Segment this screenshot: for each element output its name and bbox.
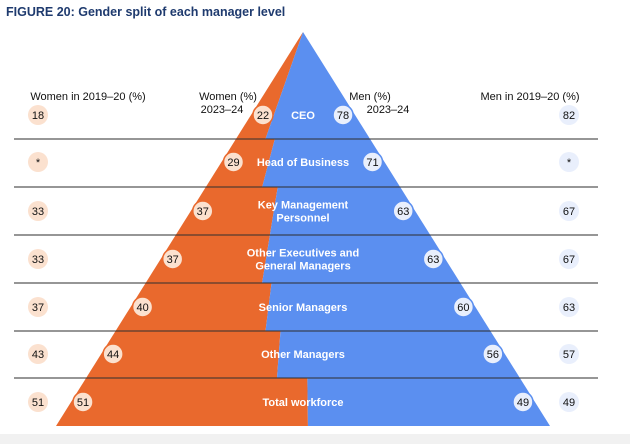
men-segment-6 bbox=[307, 378, 550, 426]
men-2019-value-0: 82 bbox=[563, 110, 575, 122]
men-2019-badge-6 bbox=[559, 392, 579, 412]
men-2023-value-0: 78 bbox=[337, 110, 349, 122]
category-label-1-0: Head of Business bbox=[257, 157, 349, 169]
women-segment-6 bbox=[56, 378, 308, 426]
category-label-5-0: Other Managers bbox=[261, 349, 345, 361]
men-2019-badge-1 bbox=[559, 152, 579, 172]
women-segment-2 bbox=[175, 187, 278, 235]
men-2023-value-4: 60 bbox=[457, 302, 469, 314]
men-2023-value-5: 56 bbox=[487, 349, 499, 361]
men-2023-badge-3 bbox=[422, 248, 445, 270]
women-2019-badge-4 bbox=[28, 297, 48, 317]
category-label-0-0: CEO bbox=[291, 110, 315, 122]
women-2023-badge-2 bbox=[192, 200, 214, 222]
women-2019-badge-0 bbox=[28, 105, 48, 125]
women-2019-value-0: 18 bbox=[32, 110, 44, 122]
women-2019-badge-5 bbox=[28, 344, 48, 364]
header-men-2023-line2: 2023–24 bbox=[367, 104, 410, 116]
men-2019-value-1: * bbox=[567, 157, 572, 169]
men-2023-badge-2 bbox=[392, 200, 414, 222]
women-2019-value-6: 51 bbox=[32, 397, 44, 409]
header-women-2019: Women in 2019–20 (%) bbox=[30, 91, 145, 103]
men-segment-5 bbox=[276, 331, 520, 378]
men-segment-3 bbox=[262, 235, 461, 283]
men-2019-badge-5 bbox=[559, 344, 579, 364]
men-2023-value-2: 63 bbox=[397, 206, 409, 218]
women-2019-value-3: 33 bbox=[32, 254, 44, 266]
header-men-2019: Men in 2019–20 (%) bbox=[480, 91, 579, 103]
men-2019-badge-0 bbox=[559, 105, 579, 125]
women-2019-value-4: 37 bbox=[32, 302, 44, 314]
category-label-6-0: Total workforce bbox=[262, 397, 343, 409]
men-segment-4 bbox=[265, 283, 491, 331]
women-2023-value-6: 51 bbox=[77, 397, 89, 409]
women-2023-value-5: 44 bbox=[107, 349, 119, 361]
men-segment-1 bbox=[262, 139, 401, 187]
header-women-2023-line2: 2023–24 bbox=[201, 104, 244, 116]
men-2023-badge-1 bbox=[361, 151, 384, 173]
category-label-2-1: Personnel bbox=[276, 213, 329, 225]
women-2019-badge-2 bbox=[28, 201, 48, 221]
women-2019-badge-6 bbox=[28, 392, 48, 412]
women-2019-value-5: 43 bbox=[32, 349, 44, 361]
men-2019-value-3: 67 bbox=[563, 254, 575, 266]
women-2023-badge-6 bbox=[72, 391, 94, 413]
men-segment-2 bbox=[269, 187, 431, 235]
women-2019-badge-1 bbox=[28, 152, 48, 172]
men-2019-badge-2 bbox=[559, 201, 579, 221]
women-segment-5 bbox=[86, 331, 281, 378]
men-2019-value-2: 67 bbox=[563, 206, 575, 218]
men-2023-badge-4 bbox=[452, 296, 475, 318]
women-2019-value-1: * bbox=[36, 157, 41, 169]
category-label-2-0: Key Management bbox=[258, 200, 349, 212]
men-2019-badge-4 bbox=[559, 297, 579, 317]
footer-strip bbox=[0, 434, 630, 444]
header-women-2023-line1: Women (%) bbox=[199, 91, 257, 103]
women-2023-badge-1 bbox=[222, 151, 245, 173]
women-2023-value-1: 29 bbox=[227, 157, 239, 169]
women-2023-badge-4 bbox=[131, 296, 154, 318]
women-2019-badge-3 bbox=[28, 249, 48, 269]
men-2023-badge-5 bbox=[482, 343, 504, 365]
men-2023-badge-0 bbox=[332, 104, 354, 126]
men-2019-value-5: 57 bbox=[563, 349, 575, 361]
men-2023-value-1: 71 bbox=[366, 157, 378, 169]
category-label-4-0: Senior Managers bbox=[259, 302, 348, 314]
men-2023-value-3: 63 bbox=[427, 254, 439, 266]
women-2023-value-0: 22 bbox=[257, 110, 269, 122]
header-men-2023-line1: Men (%) bbox=[349, 91, 391, 103]
women-2023-badge-0 bbox=[252, 104, 274, 126]
women-2023-value-2: 37 bbox=[197, 206, 209, 218]
women-2019-value-2: 33 bbox=[32, 206, 44, 218]
chart-title: FIGURE 20: Gender split of each manager … bbox=[6, 5, 285, 19]
men-2019-value-4: 63 bbox=[563, 302, 575, 314]
men-2023-badge-6 bbox=[512, 391, 534, 413]
men-2023-value-6: 49 bbox=[517, 397, 529, 409]
men-2019-value-6: 49 bbox=[563, 397, 575, 409]
women-segment-4 bbox=[115, 283, 272, 331]
women-2023-badge-3 bbox=[161, 248, 184, 270]
women-2023-value-4: 40 bbox=[136, 302, 148, 314]
category-label-3-1: General Managers bbox=[255, 261, 350, 273]
women-segment-3 bbox=[145, 235, 270, 283]
category-label-3-0: Other Executives and bbox=[247, 248, 360, 260]
men-2019-badge-3 bbox=[559, 249, 579, 269]
women-2023-value-3: 37 bbox=[167, 254, 179, 266]
women-2023-badge-5 bbox=[102, 343, 124, 365]
